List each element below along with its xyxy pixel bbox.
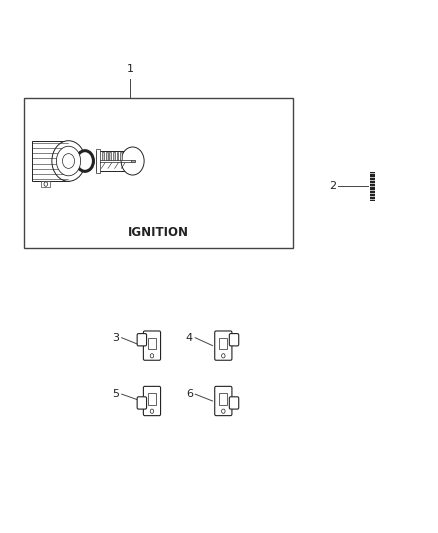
Circle shape xyxy=(52,141,85,181)
Bar xyxy=(41,181,50,187)
FancyBboxPatch shape xyxy=(215,386,232,416)
Text: 2: 2 xyxy=(328,181,336,191)
Text: 3: 3 xyxy=(113,333,120,343)
Bar xyxy=(219,337,227,350)
Circle shape xyxy=(57,146,81,176)
Bar xyxy=(96,149,100,173)
Circle shape xyxy=(121,147,144,175)
Bar xyxy=(74,155,81,159)
Bar xyxy=(370,172,375,201)
FancyBboxPatch shape xyxy=(143,331,161,360)
FancyBboxPatch shape xyxy=(137,397,147,409)
Bar xyxy=(148,393,156,405)
Bar xyxy=(96,151,131,171)
Circle shape xyxy=(63,154,74,168)
FancyBboxPatch shape xyxy=(230,397,239,409)
Bar xyxy=(148,337,156,350)
Bar xyxy=(32,141,68,181)
Bar xyxy=(110,152,111,159)
Text: IGNITION: IGNITION xyxy=(128,225,189,239)
Bar xyxy=(102,152,104,159)
Bar xyxy=(74,163,81,167)
Bar xyxy=(131,160,135,162)
FancyBboxPatch shape xyxy=(215,331,232,360)
Text: 6: 6 xyxy=(186,389,193,399)
Circle shape xyxy=(222,354,225,358)
Text: 4: 4 xyxy=(186,333,193,343)
Bar xyxy=(120,152,122,159)
Bar xyxy=(219,393,227,405)
Bar xyxy=(25,98,293,248)
Circle shape xyxy=(150,354,154,358)
Bar xyxy=(113,152,115,159)
Text: 1: 1 xyxy=(127,64,134,74)
Circle shape xyxy=(44,182,48,187)
Circle shape xyxy=(150,409,154,413)
FancyBboxPatch shape xyxy=(143,386,161,416)
Text: 5: 5 xyxy=(113,389,120,399)
FancyBboxPatch shape xyxy=(137,334,147,346)
Bar xyxy=(106,152,107,159)
Bar xyxy=(117,152,118,159)
Circle shape xyxy=(77,151,93,171)
Circle shape xyxy=(222,409,225,413)
FancyBboxPatch shape xyxy=(230,334,239,346)
